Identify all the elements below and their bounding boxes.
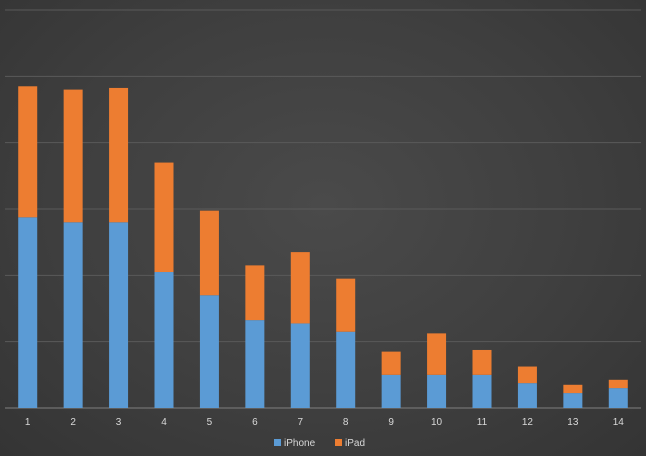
x-tick-label: 13 (567, 417, 579, 428)
bar-ipad-8 (336, 278, 356, 332)
bar-ipad-2 (63, 89, 83, 223)
bar-ipad-11 (472, 349, 492, 375)
bar-iphone-6 (245, 320, 265, 408)
bar-iphone-12 (517, 383, 537, 408)
x-tick-label: 10 (431, 417, 443, 428)
bar-iphone-10 (427, 374, 447, 408)
bar-ipad-9 (381, 351, 401, 375)
legend-label-ipad: iPad (345, 438, 365, 449)
bar-iphone-4 (154, 272, 174, 408)
x-tick-label: 9 (388, 417, 394, 428)
bar-iphone-2 (63, 222, 83, 408)
x-tick-label: 8 (343, 417, 349, 428)
legend-swatch-ipad (335, 439, 342, 446)
bar-ipad-6 (245, 265, 265, 321)
x-tick-label: 3 (116, 417, 122, 428)
bar-ipad-7 (290, 252, 310, 324)
bar-iphone-1 (18, 217, 38, 408)
x-tick-label: 2 (70, 417, 76, 428)
bar-iphone-11 (472, 374, 492, 408)
bar-iphone-3 (109, 222, 129, 408)
bar-ipad-3 (109, 87, 129, 223)
bar-ipad-1 (18, 86, 38, 218)
bar-iphone-7 (290, 323, 310, 408)
x-tick-label: 6 (252, 417, 258, 428)
bar-iphone-9 (381, 374, 401, 408)
bar-ipad-4 (154, 162, 174, 273)
x-tick-label: 12 (522, 417, 534, 428)
bar-iphone-14 (608, 388, 628, 408)
legend-swatch-iphone (274, 439, 281, 446)
legend-label-iphone: iPhone (284, 438, 316, 449)
x-tick-label: 5 (207, 417, 213, 428)
bar-ipad-10 (427, 333, 447, 375)
x-tick-label: 1 (25, 417, 31, 428)
bar-iphone-5 (199, 295, 219, 408)
x-tick-label: 7 (298, 417, 304, 428)
bar-ipad-14 (608, 379, 628, 389)
bar-ipad-5 (199, 210, 219, 296)
bar-iphone-8 (336, 331, 356, 408)
bar-ipad-12 (517, 366, 537, 384)
x-tick-label: 11 (477, 417, 488, 428)
bar-ipad-13 (563, 384, 583, 394)
bar-iphone-13 (563, 393, 583, 408)
x-tick-label: 14 (613, 417, 625, 428)
x-tick-label: 4 (161, 417, 167, 428)
